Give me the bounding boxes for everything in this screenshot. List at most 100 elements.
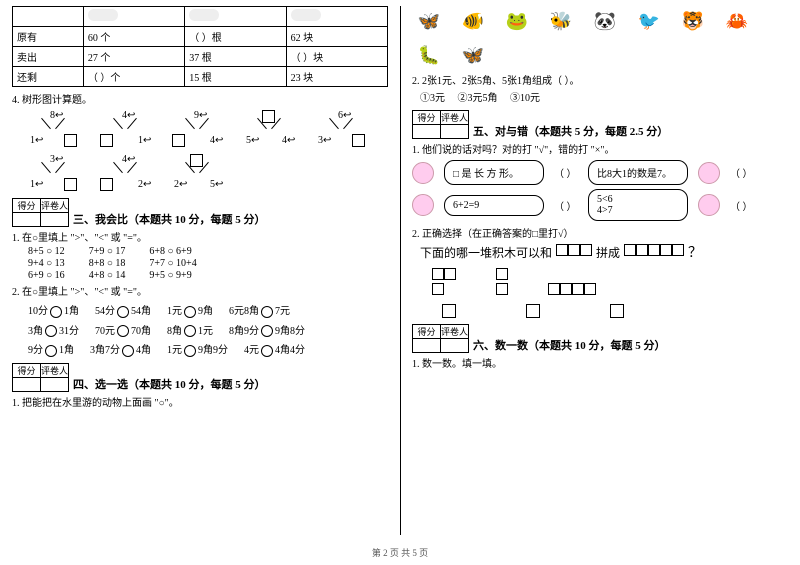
circle-blank[interactable] xyxy=(117,325,129,337)
circle-blank[interactable] xyxy=(261,325,273,337)
score-label: 评卷人 xyxy=(41,199,69,213)
compare-item: 6+9 ○ 16 xyxy=(28,270,65,281)
tree-diagram: 9↩4↩ xyxy=(170,110,224,148)
circle-blank[interactable] xyxy=(45,345,57,357)
opt: ②3元5角 xyxy=(458,93,498,104)
compare-pair: 9分1角 xyxy=(28,341,74,357)
answer-paren[interactable]: （ ） xyxy=(554,198,578,213)
q4-label: 4. 树形图计算题。 xyxy=(12,91,388,106)
score-label: 得分 xyxy=(413,111,441,125)
cell: （ ）根 xyxy=(185,27,286,47)
cell: 37 根 xyxy=(185,47,286,67)
bubble-line: 5<6 xyxy=(597,194,679,205)
score-box: 得分 评卷人 五、对与错（本题共 5 分，每题 2.5 分） xyxy=(412,110,788,139)
page-footer: 第 2 页 共 5 页 xyxy=(0,546,800,559)
circle-blank[interactable] xyxy=(184,306,196,318)
compare-pair: 6元8角7元 xyxy=(229,302,290,318)
compare-item: 9+4 ○ 13 xyxy=(28,258,65,269)
cell xyxy=(185,7,286,27)
animal-icon[interactable]: 🐦 xyxy=(632,8,666,34)
tree-diagram: 2↩5↩ xyxy=(170,154,224,192)
opt: ③10元 xyxy=(510,93,540,104)
circle-blank[interactable] xyxy=(117,306,129,318)
animal-icon[interactable]: 🐸 xyxy=(500,8,534,34)
blocks-icon xyxy=(556,244,592,260)
answer-paren[interactable]: （ ） xyxy=(554,165,578,180)
compare-item: 6+8 ○ 6+9 xyxy=(149,246,191,257)
sec3-q1: 1. 在○里填上 ">"、"<" 或 "="。 xyxy=(12,229,388,244)
tf-row: 6+2=9 （ ） 5<6 4>7 （ ） xyxy=(412,189,788,221)
bubble-line: 4>7 xyxy=(597,205,679,216)
cell: 还剩 xyxy=(13,67,84,87)
cell xyxy=(83,7,184,27)
blocks-checkboxes xyxy=(442,304,788,318)
blocks-icon xyxy=(624,244,684,260)
cell: 60 个 xyxy=(83,27,184,47)
section6-title: 六、数一数（本题共 10 分，每题 5 分） xyxy=(473,337,666,353)
animal-icon[interactable]: 🦋 xyxy=(456,42,490,68)
circle-blank[interactable] xyxy=(184,345,196,357)
compare-pair: 4元4角4分 xyxy=(244,341,305,357)
q2text2: 拼成 xyxy=(596,244,620,261)
cell: 15 根 xyxy=(185,67,286,87)
speech-bubble: □ 是 长 方 形。 xyxy=(444,160,544,185)
sec5-q2-text: 下面的哪一堆积木可以和 拼成 ？ xyxy=(420,242,788,262)
compare-item: 7+7 ○ 10+4 xyxy=(149,258,196,269)
question-mark: ？ xyxy=(688,242,702,262)
face-icon xyxy=(412,194,434,216)
sec4-q1: 1. 把能把在水里游的动物上面画 "○"。 xyxy=(12,394,388,409)
cell: 27 个 xyxy=(83,47,184,67)
circle-blank[interactable] xyxy=(45,325,57,337)
section5-title: 五、对与错（本题共 5 分，每题 2.5 分） xyxy=(473,123,668,139)
blocks-opt[interactable] xyxy=(496,268,508,298)
checkbox[interactable] xyxy=(610,304,624,318)
score-label: 得分 xyxy=(13,364,41,378)
items-table: 原有 60 个 （ ）根 62 块 卖出 27 个 37 根 （ ）块 还剩 （… xyxy=(12,6,388,87)
compare-pair: 70元70角 xyxy=(95,322,151,338)
answer-paren[interactable]: （ ） xyxy=(730,165,754,180)
score-label: 评卷人 xyxy=(41,364,69,378)
circle-blank[interactable] xyxy=(261,306,273,318)
compare-pair: 8角9分9角8分 xyxy=(229,322,305,338)
section4-title: 四、选一选（本题共 10 分，每题 5 分） xyxy=(73,376,266,392)
compare-item: 8+5 ○ 12 xyxy=(28,246,65,257)
blocks-opt[interactable] xyxy=(432,268,456,298)
circle-blank[interactable] xyxy=(50,306,62,318)
checkbox[interactable] xyxy=(442,304,456,318)
compare-pair: 10分1角 xyxy=(28,302,79,318)
compare-pair: 8角1元 xyxy=(167,322,213,338)
right-q2: 2. 2张1元、2张5角、5张1角组成（ ）。 xyxy=(412,72,788,87)
circle-blank[interactable] xyxy=(184,325,196,337)
circle-blank[interactable] xyxy=(261,345,273,357)
animal-icon[interactable]: 🐛 xyxy=(412,42,446,68)
tf-row: □ 是 长 方 形。 （ ） 比8大1的数是7。 （ ） xyxy=(412,160,788,185)
tree-diagram: 4↩2↩ xyxy=(98,154,152,192)
sec6-q1: 1. 数一数。填一填。 xyxy=(412,355,788,370)
face-icon xyxy=(698,194,720,216)
answer-paren[interactable]: （ ） xyxy=(730,198,754,213)
animals-grid: 🦋 🐠 🐸 🐝 🐼 🐦 🐯 🦀 🐛 🦋 xyxy=(412,8,788,68)
score-label: 评卷人 xyxy=(441,325,469,339)
compare-item: 8+8 ○ 18 xyxy=(89,258,126,269)
blocks-opt[interactable] xyxy=(548,283,596,298)
cell: 原有 xyxy=(13,27,84,47)
sec5-q1: 1. 他们说的话对吗？对的打 "√"，错的打 "×"。 xyxy=(412,141,788,156)
score-box: 得分 评卷人 六、数一数（本题共 10 分，每题 5 分） xyxy=(412,324,788,353)
score-label: 评卷人 xyxy=(441,111,469,125)
animal-icon[interactable]: 🐠 xyxy=(456,8,490,34)
compare-pair: 3角7分4角 xyxy=(90,341,151,357)
checkbox[interactable] xyxy=(526,304,540,318)
animal-icon[interactable]: 🦀 xyxy=(720,8,754,34)
compare-pair: 3角31分 xyxy=(28,322,79,338)
score-box: 得分 评卷人 四、选一选（本题共 10 分，每题 5 分） xyxy=(12,363,388,392)
speech-bubble: 比8大1的数是7。 xyxy=(588,160,688,185)
face-icon xyxy=(412,162,434,184)
circle-blank[interactable] xyxy=(122,345,134,357)
right-q2-opts: ①3元 ②3元5角 ③10元 xyxy=(420,89,788,104)
cell xyxy=(13,7,84,27)
speech-bubble: 6+2=9 xyxy=(444,195,544,216)
animal-icon[interactable]: 🐼 xyxy=(588,8,622,34)
animal-icon[interactable]: 🐯 xyxy=(676,8,710,34)
animal-icon[interactable]: 🐝 xyxy=(544,8,578,34)
animal-icon[interactable]: 🦋 xyxy=(412,8,446,34)
